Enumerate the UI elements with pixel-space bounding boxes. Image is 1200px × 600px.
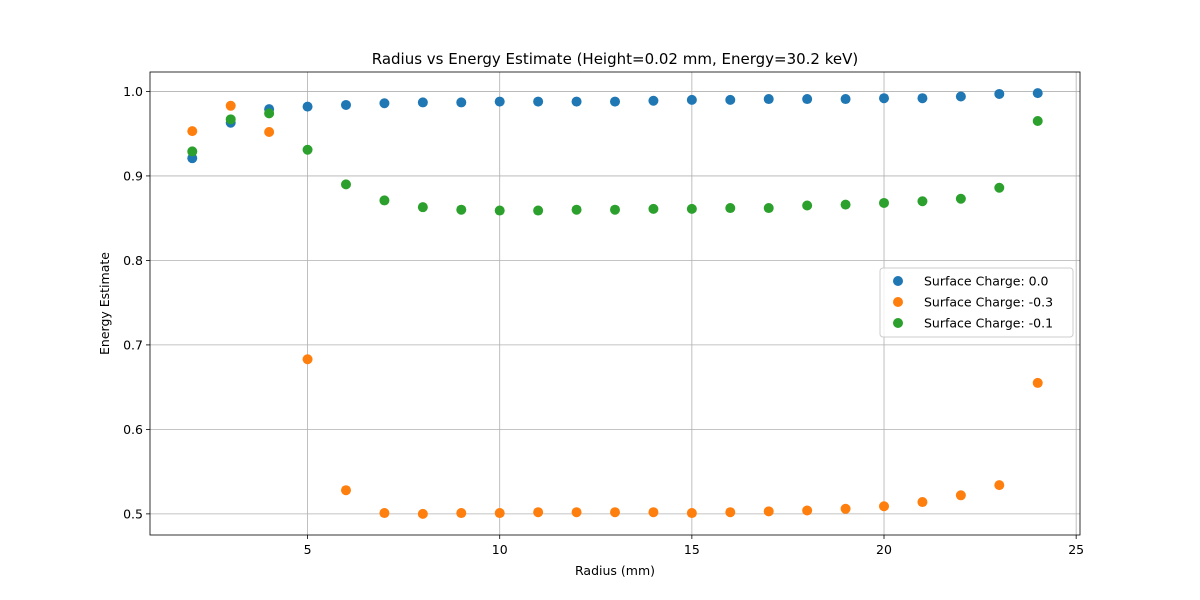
series-2-point [686,203,697,214]
plot-frame [149,71,1081,536]
series-1-point [187,126,198,137]
y-tick-label: 0.5 [123,506,143,521]
series-2-point [725,203,736,214]
series-1-point [994,480,1005,491]
series-0-point [533,96,544,107]
series-1-point [379,508,390,519]
series-1-point [917,497,928,508]
series-1-point [802,505,813,516]
series-2-point [225,114,236,125]
legend-label: Surface Charge: 0.0 [924,274,1049,289]
y-tick-label: 0.8 [123,253,143,268]
series-2-point [955,193,966,204]
series-2-point [1032,116,1043,127]
legend-marker [893,276,903,286]
series-0-point [648,95,659,106]
series-0-point [917,93,928,104]
series-1-point [340,485,351,496]
series-2-point [879,197,890,208]
series-1-point [763,506,774,517]
series-0-point [725,94,736,105]
series-0-point [379,98,390,109]
x-axis-label: Radius (mm) [575,563,655,578]
series-1-point [955,490,966,501]
series-2-point [571,204,582,215]
series-2-point [417,202,428,213]
series-2-point [802,200,813,211]
y-tick-label: 1.0 [123,84,143,99]
x-tick-label: 25 [1068,542,1084,557]
series-1-point [725,507,736,518]
series-1-point [1032,377,1043,388]
points-layer [187,88,1043,519]
series-0-point [610,96,620,107]
series-2-point [610,204,620,215]
series-2-point [302,144,313,155]
series-0-point [994,88,1005,99]
series-0-point [686,94,697,105]
chart-title: Radius vs Energy Estimate (Height=0.02 m… [372,50,859,68]
series-0-point [840,94,851,105]
series-0-point [302,101,313,112]
y-tick-label: 0.7 [123,337,143,352]
series-1-point [840,503,851,514]
series-0-point [879,93,890,104]
series-2-point [994,182,1005,193]
y-axis-label: Energy Estimate [97,252,112,355]
series-0-point [456,97,467,108]
series-0-point [1032,88,1043,99]
series-2-point [456,204,467,215]
y-tick-label: 0.6 [123,422,143,437]
x-tick-label: 20 [876,542,892,557]
series-1-point [225,100,236,111]
series-1-point [494,508,505,519]
legend-marker [893,318,903,328]
series-2-point [648,203,659,214]
ticks-layer: 5 10 15 20 25 0.5 0.6 0.7 0.8 0.9 1.0 [123,84,1084,557]
series-0-point [417,97,428,108]
series-1-point [533,507,544,518]
series-1-point [610,507,620,518]
x-tick-label: 5 [304,542,312,557]
series-1-point [648,507,659,518]
legend-marker [893,297,903,307]
series-2-point [917,196,928,207]
series-1-point [456,508,467,519]
series-2-point [264,108,275,119]
y-tick-label: 0.9 [123,168,143,183]
legend-label: Surface Charge: -0.1 [924,316,1053,331]
series-0-point [340,99,351,110]
series-2-point [533,205,544,216]
legend-box [879,267,1074,338]
series-1-point [571,507,582,518]
series-0-point [494,96,505,107]
series-2-point [494,205,505,216]
series-0-point [763,94,774,105]
series-2-point [340,179,351,190]
series-1-point [879,501,890,512]
series-0-point [571,96,582,107]
series-1-point [302,354,313,365]
legend: Surface Charge: 0.0 Surface Charge: -0.3 S… [879,267,1074,338]
series-0-point [955,91,966,102]
series-1-point [686,508,697,519]
series-2-point [187,146,198,157]
series-2-point [763,203,774,214]
series-1-point [264,126,275,137]
x-tick-label: 15 [684,542,700,557]
x-tick-label: 10 [492,542,508,557]
legend-label: Surface Charge: -0.3 [924,295,1053,310]
series-2-point [379,195,390,206]
series-1-point [417,508,428,519]
series-0-point [802,94,813,105]
series-2-point [840,199,851,210]
